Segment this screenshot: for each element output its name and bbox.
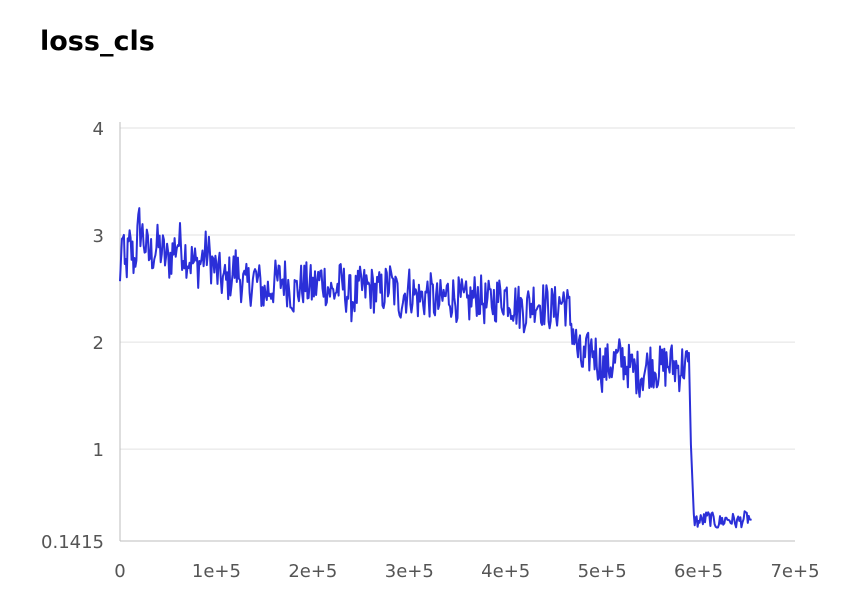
x-tick-label: 2e+5 — [288, 561, 337, 582]
x-tick-label: 5e+5 — [578, 561, 627, 582]
y-tick-label: 4 — [93, 119, 104, 140]
y-tick-label: 3 — [93, 226, 104, 247]
x-tick-label: 0 — [114, 561, 125, 582]
series-line — [120, 208, 752, 527]
x-tick-label: 6e+5 — [674, 561, 723, 582]
x-tick-label: 1e+5 — [192, 561, 241, 582]
x-tick-label: 3e+5 — [385, 561, 434, 582]
y-tick-label: 2 — [93, 333, 104, 354]
y-tick-label: 1 — [93, 440, 104, 461]
x-tick-label: 4e+5 — [481, 561, 530, 582]
axes — [120, 122, 795, 541]
x-tick-labels: 0 1e+5 2e+5 3e+5 4e+5 5e+5 6e+5 7e+5 — [114, 561, 819, 582]
y-tick-label: 0.1415 — [41, 532, 104, 553]
y-tick-labels: 0.1415 1 2 3 4 — [41, 119, 104, 553]
x-tick-label: 7e+5 — [770, 561, 819, 582]
series-group — [120, 208, 752, 527]
